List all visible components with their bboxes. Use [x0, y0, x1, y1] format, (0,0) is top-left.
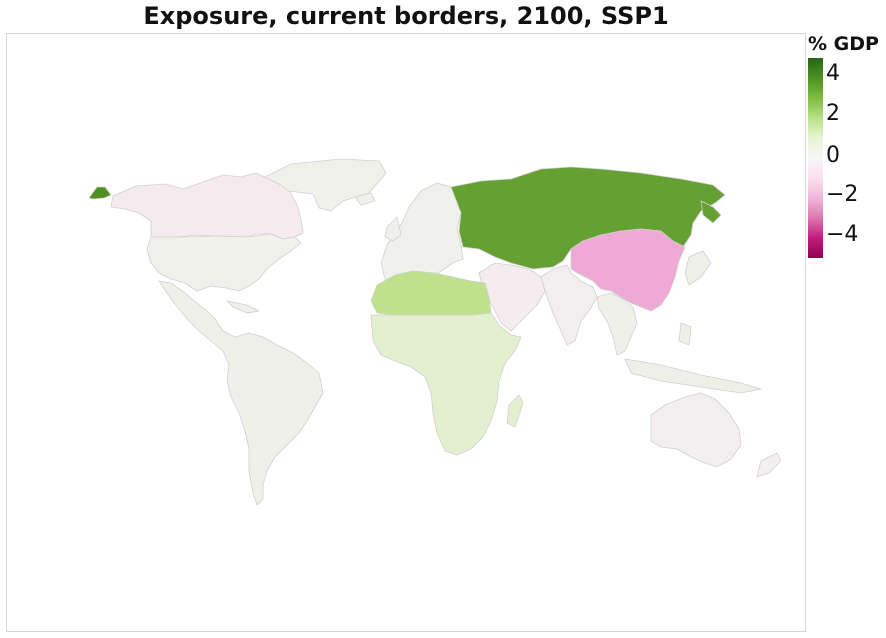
map-frame — [6, 33, 806, 632]
region-canada[interactable] — [110, 172, 304, 240]
world-map — [88, 158, 782, 506]
legend-tick-4: 4 — [826, 61, 840, 86]
region-southeast-asia-islands[interactable] — [624, 358, 762, 394]
legend-tick-minus-2: −2 — [826, 182, 859, 207]
region-europe-iceland[interactable] — [354, 192, 376, 206]
legend-tick-2: 2 — [826, 101, 840, 126]
region-latin-america-caribbean[interactable] — [226, 300, 260, 314]
region-south-asia[interactable] — [540, 264, 598, 346]
region-latin-america[interactable] — [158, 280, 324, 506]
legend-tick-0: 0 — [826, 143, 840, 168]
region-southeast-asia-philippines[interactable] — [678, 322, 692, 346]
region-china[interactable] — [570, 228, 686, 312]
region-middle-east[interactable] — [478, 262, 546, 332]
legend-tick-minus-4: −4 — [826, 222, 859, 247]
region-sub-saharan-africa[interactable] — [370, 312, 522, 456]
region-australia-new-zealand[interactable] — [756, 452, 782, 478]
region-russia-kamchatka[interactable] — [700, 200, 722, 224]
region-united-states[interactable] — [146, 233, 302, 292]
region-europe-uk[interactable] — [384, 216, 402, 242]
region-southeast-asia[interactable] — [596, 292, 638, 356]
region-australia[interactable] — [650, 392, 742, 468]
region-alaska[interactable] — [88, 186, 112, 200]
map-title: Exposure, current borders, 2100, SSP1 — [143, 2, 669, 30]
region-japan[interactable] — [684, 250, 712, 286]
legend-color-bar — [808, 58, 823, 258]
legend-title: % GDP — [808, 33, 879, 55]
region-sub-saharan-africa-madagascar[interactable] — [506, 394, 524, 428]
